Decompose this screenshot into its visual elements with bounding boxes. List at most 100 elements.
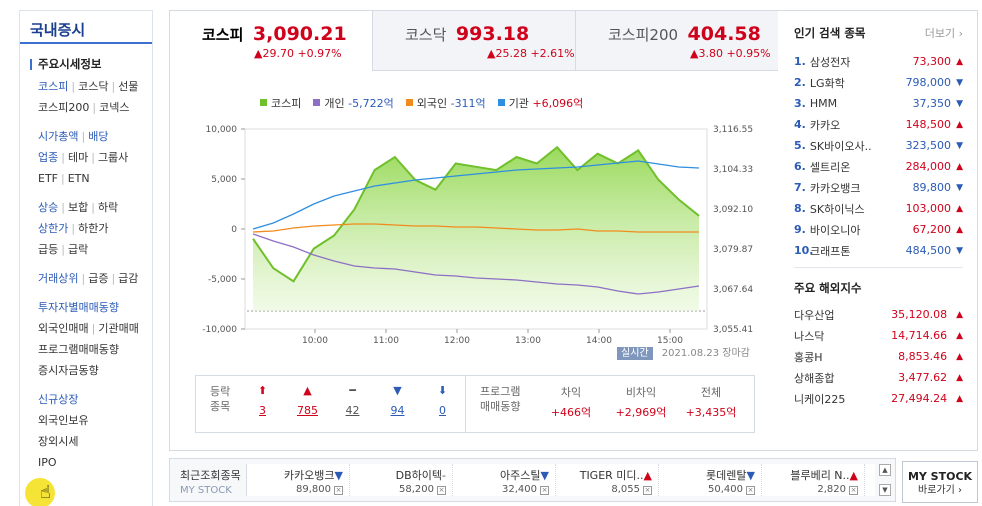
popular-item[interactable]: 4. 카카오 148,500 ▲: [794, 114, 963, 135]
sidebar-link[interactable]: 상한가: [38, 222, 69, 235]
sidebar-link[interactable]: 급감: [118, 272, 139, 285]
popular-item[interactable]: 5. SK바이오사.. 323,500 ▼: [794, 135, 963, 156]
recent-stock-item[interactable]: 블루베리 N..▲ 2,820 ×: [762, 464, 865, 496]
sidebar-link[interactable]: 코넥스: [99, 101, 130, 114]
world-index-name[interactable]: 나스닥: [794, 329, 825, 343]
popular-item[interactable]: 8. SK하이닉스 103,000 ▲: [794, 198, 963, 219]
popular-item[interactable]: 1. 삼성전자 73,300 ▲: [794, 51, 963, 72]
tab-kospi[interactable]: 코스피 3,090.21 ▲29.70 +0.97%: [170, 11, 372, 71]
sidebar-link[interactable]: 선물: [118, 80, 139, 93]
updown-cell[interactable]: ⬇ 0: [420, 384, 465, 417]
updown-cell[interactable]: ▲ 785: [285, 384, 330, 417]
legend-retail[interactable]: 개인 -5,722억: [313, 95, 394, 111]
updown-count[interactable]: 42: [345, 404, 360, 417]
close-icon[interactable]: ×: [540, 486, 549, 495]
world-index-name[interactable]: 상해종합: [794, 371, 835, 385]
close-icon[interactable]: ×: [437, 486, 446, 495]
updown-count[interactable]: 785: [297, 404, 318, 417]
recent-stock-item[interactable]: TIGER 미디..▲ 8,055 ×: [556, 464, 659, 496]
more-link[interactable]: 더보기 ›: [924, 27, 963, 40]
sidebar-link[interactable]: 외국인보유: [38, 414, 89, 427]
close-icon[interactable]: ×: [746, 486, 755, 495]
sidebar-link[interactable]: 증시자금동향: [38, 364, 99, 377]
sidebar-link[interactable]: 배당: [88, 130, 109, 143]
popular-item[interactable]: 9. 바이오니아 67,200 ▲: [794, 219, 963, 240]
popular-name[interactable]: HMM: [809, 97, 838, 110]
popular-name[interactable]: SK바이오사..: [809, 139, 872, 153]
sidebar-link[interactable]: ETN: [67, 172, 90, 185]
recent-stock-item[interactable]: 롯데렌탈▼ 50,400 ×: [659, 464, 762, 496]
popular-item[interactable]: 7. 카카오뱅크 89,800 ▼: [794, 177, 963, 198]
close-icon[interactable]: ×: [643, 486, 652, 495]
sidebar-link[interactable]: 코스피200: [38, 101, 90, 114]
world-index-name[interactable]: 홍콩H: [794, 350, 823, 364]
world-index-item[interactable]: 상해종합 3,477.62 ▲: [794, 367, 963, 388]
popular-item[interactable]: 10. 크래프톤 484,500 ▼: [794, 240, 963, 261]
sidebar-link[interactable]: 하락: [97, 201, 119, 214]
close-icon[interactable]: ×: [334, 486, 343, 495]
sidebar-link[interactable]: 코스피: [38, 80, 69, 93]
popular-name[interactable]: 크래프톤: [810, 244, 851, 258]
popular-name[interactable]: 삼성전자: [809, 55, 851, 69]
popular-name[interactable]: LG화학: [809, 76, 845, 90]
updown-count[interactable]: 94: [390, 404, 405, 417]
sidebar-link[interactable]: IPO: [38, 456, 57, 469]
scroll-down-icon[interactable]: ▼: [879, 484, 891, 496]
legend-kospi[interactable]: 코스피: [260, 95, 301, 111]
sidebar-link[interactable]: 보합: [67, 201, 89, 214]
sidebar-link[interactable]: 급증: [88, 272, 109, 285]
world-index-name[interactable]: 니케이225: [794, 392, 846, 406]
recent-stock-item[interactable]: 아주스틸▼ 32,400 ×: [453, 464, 556, 496]
popular-name[interactable]: 셀트리온: [809, 160, 851, 174]
sidebar-link[interactable]: 상승: [38, 201, 59, 214]
tab-kosdaq[interactable]: 코스닥 993.18 ▲25.28 +2.61%: [372, 11, 575, 70]
popular-item[interactable]: 6. 셀트리온 284,000 ▲: [794, 156, 963, 177]
sidebar-link[interactable]: 신규상장: [38, 393, 79, 406]
stock-name[interactable]: TIGER 미디..▲: [579, 469, 652, 482]
sidebar-link[interactable]: 급락: [67, 243, 89, 256]
legend-foreign[interactable]: 외국인 -311억: [405, 95, 486, 111]
world-index-item[interactable]: 니케이225 27,494.24 ▲: [794, 388, 963, 409]
world-index-item[interactable]: 다우산업 35,120.08 ▲: [794, 304, 963, 325]
sidebar-link[interactable]: 시가총액: [38, 130, 79, 143]
updown-cell[interactable]: ▼ 94: [375, 384, 420, 417]
sidebar-title[interactable]: 국내증시: [20, 11, 152, 44]
popular-name[interactable]: 바이오니아: [809, 223, 861, 237]
legend-inst[interactable]: 기관 +6,096억: [497, 95, 583, 111]
recent-stock-item[interactable]: 카카오뱅크▼ 89,800 ×: [247, 464, 350, 496]
sidebar-link[interactable]: ETF: [38, 172, 58, 185]
popular-item[interactable]: 3. HMM 37,350 ▼: [794, 93, 963, 114]
close-icon[interactable]: ×: [849, 486, 858, 495]
sidebar-link[interactable]: 그룹사: [97, 151, 129, 164]
updown-cell[interactable]: ⬆ 3: [240, 384, 285, 417]
sidebar-section-head[interactable]: 주요시세정보: [30, 56, 152, 72]
sidebar-link[interactable]: 거래상위: [38, 272, 79, 285]
sidebar-link[interactable]: 프로그램매매동향: [38, 343, 119, 356]
sidebar-link[interactable]: 장외시세: [38, 435, 79, 448]
popular-item[interactable]: 2. LG화학 798,000 ▼: [794, 72, 963, 93]
popular-name[interactable]: SK하이닉스: [809, 202, 865, 216]
mystock-button[interactable]: MY STOCK 바로가기 ›: [902, 461, 978, 503]
tab-kospi200[interactable]: 코스피200 404.58 ▲3.80 +0.95%: [575, 11, 778, 70]
sidebar-link[interactable]: 업종: [38, 151, 59, 164]
world-index-name[interactable]: 다우산업: [794, 308, 835, 322]
updown-count[interactable]: 0: [439, 404, 446, 417]
updown-count[interactable]: 3: [259, 404, 266, 417]
world-index-item[interactable]: 나스닥 14,714.66 ▲: [794, 325, 963, 346]
stock-name[interactable]: 아주스틸▼: [500, 469, 549, 482]
sidebar-link[interactable]: 투자자별매매동향: [38, 301, 119, 314]
sidebar-link[interactable]: 코스닥: [78, 80, 109, 93]
updown-cell[interactable]: ━ 42: [330, 384, 375, 417]
stock-name[interactable]: 롯데렌탈▼: [706, 469, 755, 482]
sidebar-link[interactable]: 하한가: [78, 222, 109, 235]
recent-stock-item[interactable]: DB하이텍- 58,200 ×: [350, 464, 453, 496]
world-index-item[interactable]: 홍콩H 8,853.46 ▲: [794, 346, 963, 367]
sidebar-link[interactable]: 급등: [38, 243, 59, 256]
sidebar-link[interactable]: 기관매매: [98, 322, 139, 335]
scroll-up-icon[interactable]: ▲: [879, 464, 891, 476]
stock-name[interactable]: 카카오뱅크▼: [283, 469, 343, 482]
popular-name[interactable]: 카카오뱅크: [809, 181, 861, 195]
stock-name[interactable]: DB하이텍-: [395, 469, 446, 482]
stock-name[interactable]: 블루베리 N..▲: [790, 469, 858, 482]
sidebar-link[interactable]: 외국인매매: [38, 322, 89, 335]
